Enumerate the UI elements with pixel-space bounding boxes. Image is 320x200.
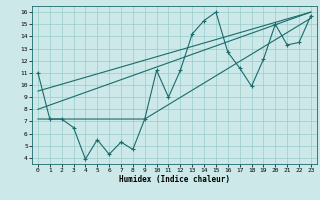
X-axis label: Humidex (Indice chaleur): Humidex (Indice chaleur) [119,175,230,184]
